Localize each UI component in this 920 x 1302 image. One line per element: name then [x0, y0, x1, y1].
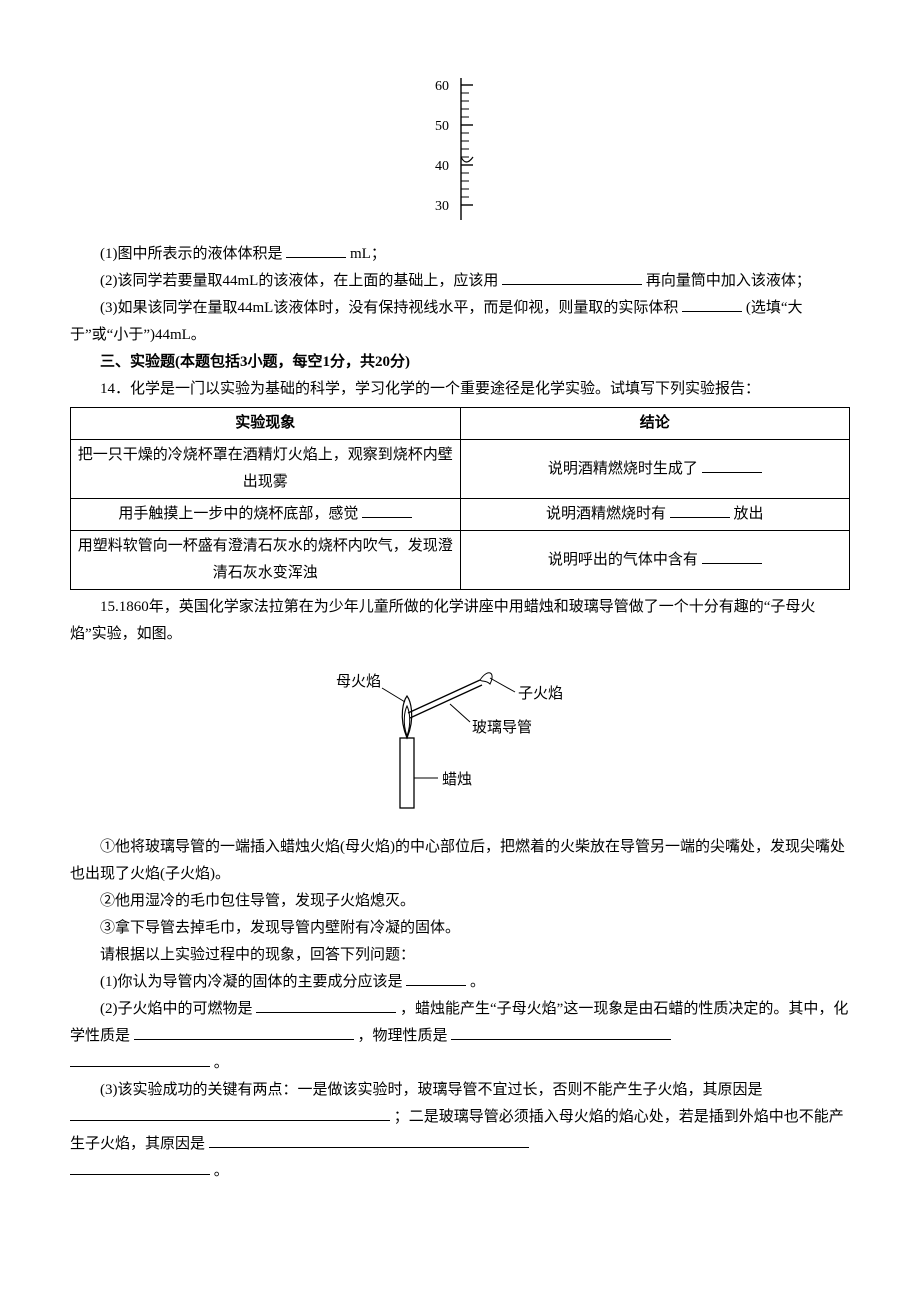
- text: (2)该同学若要量取44mL的该液体，在上面的基础上，应该用: [100, 273, 498, 289]
- cell-right: 说明呼出的气体中含有: [460, 531, 850, 590]
- blank: [502, 269, 642, 285]
- blank: [702, 457, 762, 473]
- table-header-right: 结论: [460, 408, 850, 440]
- text: 说明酒精燃烧时生成了: [548, 461, 698, 477]
- cell-left: 用塑料软管向一杯盛有澄清石灰水的烧杯内吹气，发现澄清石灰水变浑浊: [71, 531, 461, 590]
- blank: [134, 1024, 354, 1040]
- graduated-cylinder-svg: 60 50 40 30: [425, 70, 495, 225]
- text: ，物理性质是: [358, 1028, 448, 1044]
- label-candle: 蜡烛: [442, 771, 472, 788]
- text: (3)该实验成功的关键有两点：一是做该实验时，玻璃导管不宜过长，否则不能产生子火…: [100, 1082, 763, 1098]
- section-3-heading: 三、实验题(本题包括3小题，每空1分，共20分): [70, 349, 850, 376]
- q15-intro: 15.1860年，英国化学家法拉第在为少年儿童所做的化学讲座中用蜡烛和玻璃导管做…: [70, 594, 850, 648]
- q15-step2: ②他用湿冷的毛巾包住导管，发现子火焰熄灭。: [70, 888, 850, 915]
- blank: [70, 1051, 210, 1067]
- blank: [451, 1024, 671, 1040]
- blank: [702, 548, 762, 564]
- text: 。: [214, 1055, 229, 1071]
- table-header-left: 实验现象: [71, 408, 461, 440]
- text: 说明呼出的气体中含有: [548, 552, 698, 568]
- text: mL；: [350, 246, 386, 262]
- blank: [406, 970, 466, 986]
- q15-step1: ①他将玻璃导管的一端插入蜡烛火焰(母火焰)的中心部位后，把燃着的火柴放在导管另一…: [70, 834, 850, 888]
- blank: [256, 997, 396, 1013]
- tick-50: 50: [435, 119, 449, 134]
- blank: [362, 502, 412, 518]
- text: (1)你认为导管内冷凝的固体的主要成分应该是: [100, 974, 403, 990]
- q15-q1: (1)你认为导管内冷凝的固体的主要成分应该是 。: [70, 969, 850, 996]
- tick-60: 60: [435, 79, 449, 94]
- tick-30: 30: [435, 199, 449, 214]
- cell-left: 把一只干燥的冷烧杯罩在酒精灯火焰上，观察到烧杯内壁出现雾: [71, 440, 461, 499]
- q15-q3: (3)该实验成功的关键有两点：一是做该实验时，玻璃导管不宜过长，否则不能产生子火…: [70, 1077, 850, 1185]
- blank: [70, 1105, 390, 1121]
- blank: [682, 296, 742, 312]
- table-row: 把一只干燥的冷烧杯罩在酒精灯火焰上，观察到烧杯内壁出现雾 说明酒精燃烧时生成了: [71, 440, 850, 499]
- tick-40: 40: [435, 159, 449, 174]
- q-cyl-1: (1)图中所表示的液体体积是 mL；: [70, 241, 850, 268]
- label-child-flame: 子火焰: [518, 685, 563, 702]
- blank: [670, 502, 730, 518]
- q14-table: 实验现象 结论 把一只干燥的冷烧杯罩在酒精灯火焰上，观察到烧杯内壁出现雾 说明酒…: [70, 407, 850, 590]
- cell-left: 用手触摸上一步中的烧杯底部，感觉: [71, 499, 461, 531]
- blank: [286, 242, 346, 258]
- candle-flame-svg: 母火焰 子火焰 玻璃导管 蜡烛: [330, 658, 590, 818]
- q-cyl-3: (3)如果该同学在量取44mL该液体时，没有保持视线水平，而是仰视，则量取的实际…: [70, 295, 850, 349]
- table-row: 用塑料软管向一杯盛有澄清石灰水的烧杯内吹气，发现澄清石灰水变浑浊 说明呼出的气体…: [71, 531, 850, 590]
- text: 用手触摸上一步中的烧杯底部，感觉: [118, 506, 358, 522]
- blank: [209, 1132, 529, 1148]
- text: 。: [214, 1163, 229, 1179]
- text: 放出: [734, 506, 764, 522]
- table-row: 用手触摸上一步中的烧杯底部，感觉 说明酒精燃烧时有 放出: [71, 499, 850, 531]
- label-mother-flame: 母火焰: [336, 673, 381, 690]
- text: (2)子火焰中的可燃物是: [100, 1001, 253, 1017]
- flame-figure: 母火焰 子火焰 玻璃导管 蜡烛: [70, 658, 850, 828]
- cylinder-figure: 60 50 40 30: [70, 70, 850, 235]
- q14-intro: 14．化学是一门以实验为基础的科学，学习化学的一个重要途径是化学实验。试填写下列…: [70, 376, 850, 403]
- text: (3)如果该同学在量取44mL该液体时，没有保持视线水平，而是仰视，则量取的实际…: [100, 300, 678, 316]
- q-cyl-2: (2)该同学若要量取44mL的该液体，在上面的基础上，应该用 再向量筒中加入该液…: [70, 268, 850, 295]
- q15-q2: (2)子火焰中的可燃物是 ，蜡烛能产生“子母火焰”这一现象是由石蜡的性质决定的。…: [70, 996, 850, 1077]
- q15-step3: ③拿下导管去掉毛巾，发现导管内壁附有冷凝的固体。: [70, 915, 850, 942]
- text: (1)图中所表示的液体体积是: [100, 246, 283, 262]
- cell-right: 说明酒精燃烧时生成了: [460, 440, 850, 499]
- cell-right: 说明酒精燃烧时有 放出: [460, 499, 850, 531]
- q15-prompt: 请根据以上实验过程中的现象，回答下列问题：: [70, 942, 850, 969]
- label-glass-tube: 玻璃导管: [472, 719, 532, 736]
- text: 。: [470, 974, 485, 990]
- text: 说明酒精燃烧时有: [546, 506, 666, 522]
- blank: [70, 1159, 210, 1175]
- text: 再向量筒中加入该液体；: [646, 273, 811, 289]
